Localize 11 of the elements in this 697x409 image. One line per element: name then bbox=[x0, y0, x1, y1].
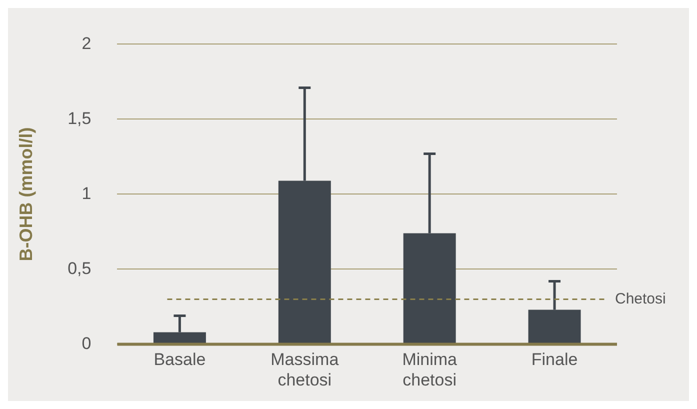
ref-line-label: Chetosi bbox=[615, 290, 666, 308]
y-tick-label: 0,5 bbox=[68, 258, 92, 278]
y-tick-label: 1 bbox=[82, 184, 92, 203]
x-tick-label: Basale bbox=[154, 350, 206, 370]
y-axis-title: B-OHB (mmol/l) bbox=[16, 127, 36, 262]
x-tick-label: Massima chetosi bbox=[270, 350, 340, 390]
x-tick-label: Finale bbox=[531, 350, 578, 370]
y-tick-label: 0 bbox=[82, 334, 92, 353]
x-tick-label: Minima chetosi bbox=[402, 350, 458, 390]
y-tick-label: 1,5 bbox=[68, 108, 92, 128]
y-tick-label: 2 bbox=[82, 34, 92, 53]
